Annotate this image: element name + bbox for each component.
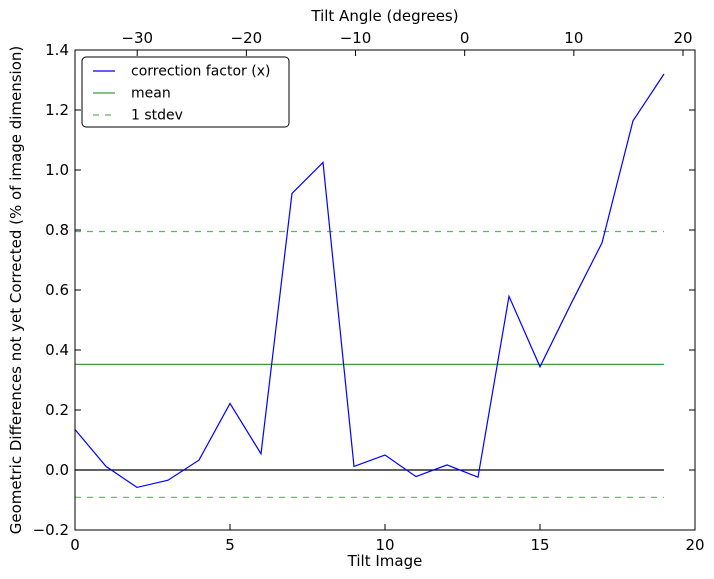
top-x-tick-label: −20 xyxy=(231,29,263,47)
top-x-tick-label: −10 xyxy=(340,29,372,47)
y-tick-label: 1.0 xyxy=(45,161,69,179)
legend-label-mean: mean xyxy=(131,86,171,102)
plot-area xyxy=(75,50,695,530)
legend-box xyxy=(81,56,290,128)
x-tick-label: 5 xyxy=(225,536,235,554)
top-x-tick-label: −30 xyxy=(121,29,153,47)
y-tick-label: 0.6 xyxy=(45,281,69,299)
top-x-tick-label: 20 xyxy=(673,29,692,47)
series-layer xyxy=(74,73,665,498)
y-tick-label: 0.2 xyxy=(45,401,69,419)
y-tick-label: 0.8 xyxy=(45,221,69,239)
y-tick-label: 1.4 xyxy=(45,41,69,59)
tick-layer: 0 5 10 15 20 −30 −20 −10 0 10 20 −0.2 0.0 0.2 0.4 0.6 0.… xyxy=(33,29,705,554)
y-tick-label: −0.2 xyxy=(33,521,69,539)
x-tick-label: 15 xyxy=(530,536,549,554)
legend: correction factor (x) mean 1 stdev xyxy=(81,56,290,128)
y-axis-label: Geometric Differences not yet Corrected … xyxy=(7,46,25,535)
x-tick-label: 0 xyxy=(70,536,80,554)
top-x-tick-label: 0 xyxy=(460,29,470,47)
x-tick-label: 20 xyxy=(685,536,704,554)
top-x-tick-label: 10 xyxy=(564,29,583,47)
legend-label-correction: correction factor (x) xyxy=(131,64,270,80)
plot-frame xyxy=(74,49,696,531)
legend-label-stdev: 1 stdev xyxy=(131,108,183,124)
x-tick-label: 10 xyxy=(375,536,394,554)
correction-factor-line xyxy=(74,73,665,489)
y-tick-label: 0.4 xyxy=(45,341,69,359)
top-x-axis-label: Tilt Angle (degrees) xyxy=(310,7,458,25)
x-axis-label: Tilt Image xyxy=(347,552,423,570)
y-tick-label: 1.2 xyxy=(45,101,69,119)
y-tick-label: 0.0 xyxy=(45,461,69,479)
